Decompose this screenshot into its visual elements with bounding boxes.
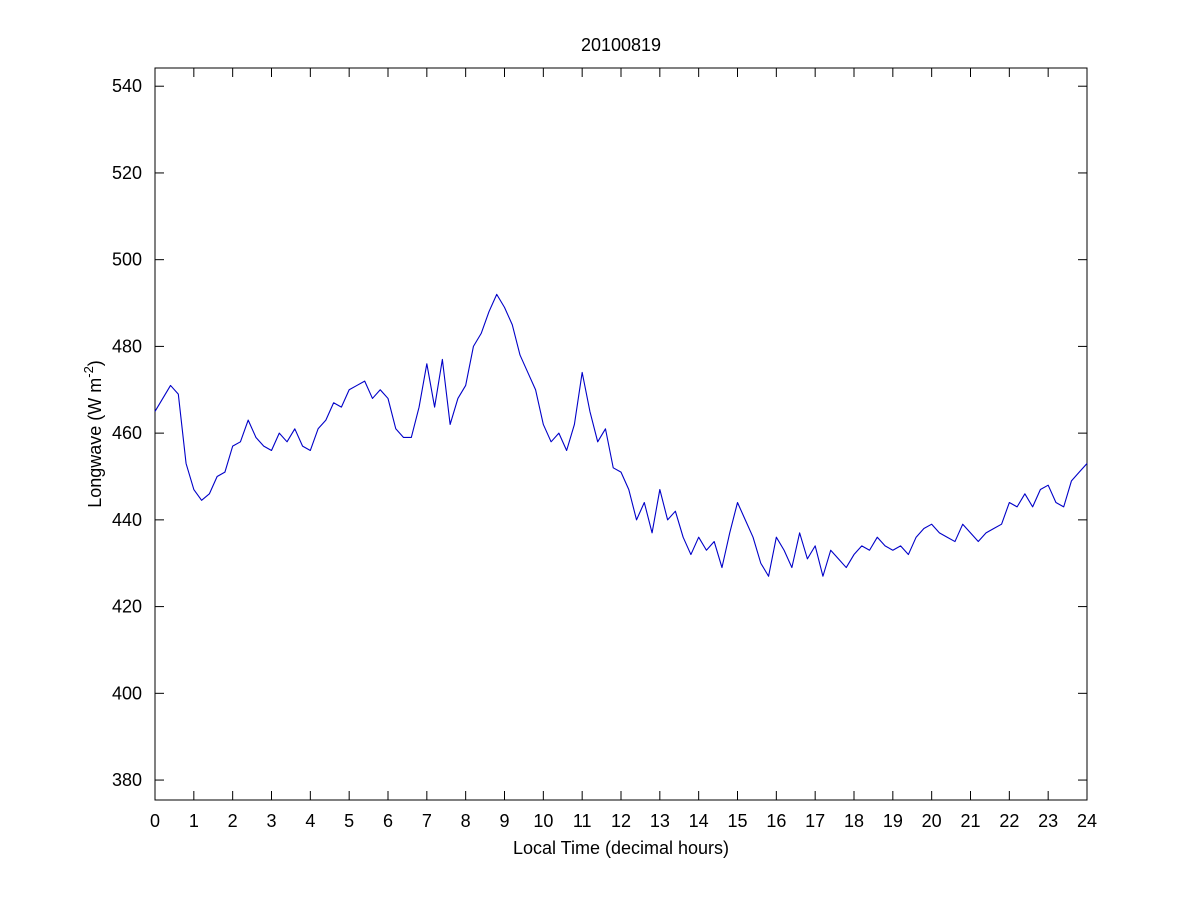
y-label-sup: -2 [81, 366, 96, 378]
x-tick-label: 18 [844, 811, 864, 831]
x-tick-label: 13 [650, 811, 670, 831]
x-tick-label: 4 [305, 811, 315, 831]
y-tick-label: 400 [112, 683, 142, 703]
x-tick-label: 9 [499, 811, 509, 831]
x-tick-label: 12 [611, 811, 631, 831]
y-label-close: ) [85, 360, 105, 366]
y-tick-label: 420 [112, 597, 142, 617]
plot-frame [154, 67, 1088, 801]
x-tick-label: 5 [344, 811, 354, 831]
data-line [154, 293, 1088, 577]
x-tick-label: 0 [150, 811, 160, 831]
x-tick-label: 16 [766, 811, 786, 831]
x-tick-label: 14 [689, 811, 709, 831]
x-tick-label: 10 [533, 811, 553, 831]
y-tick-label: 460 [112, 423, 142, 443]
x-tick-label: 1 [189, 811, 199, 831]
x-tick-label: 8 [461, 811, 471, 831]
x-tick-label: 15 [727, 811, 747, 831]
x-tick-label: 20 [922, 811, 942, 831]
y-tick-label: 520 [112, 163, 142, 183]
x-tick-label: 19 [883, 811, 903, 831]
x-tick-label: 2 [228, 811, 238, 831]
x-tick-label: 6 [383, 811, 393, 831]
x-tick-label: 17 [805, 811, 825, 831]
x-tick-label: 21 [960, 811, 980, 831]
y-tick-label: 540 [112, 76, 142, 96]
y-tick-label: 480 [112, 336, 142, 356]
y-tick-label: 380 [112, 770, 142, 790]
x-tick-label: 24 [1077, 811, 1097, 831]
y-label-text: Longwave (W m [85, 378, 105, 508]
x-tick-label: 7 [422, 811, 432, 831]
y-tick-label: 500 [112, 250, 142, 270]
y-tick-label: 440 [112, 510, 142, 530]
x-tick-label: 22 [999, 811, 1019, 831]
x-tick-label: 11 [573, 811, 592, 831]
chart-title: 20100819 [581, 35, 661, 55]
x-axis-label: Local Time (decimal hours) [513, 838, 729, 858]
x-tick-label: 23 [1038, 811, 1058, 831]
x-tick-label: 3 [266, 811, 276, 831]
y-axis-label: Longwave (W m-2) [81, 360, 105, 508]
